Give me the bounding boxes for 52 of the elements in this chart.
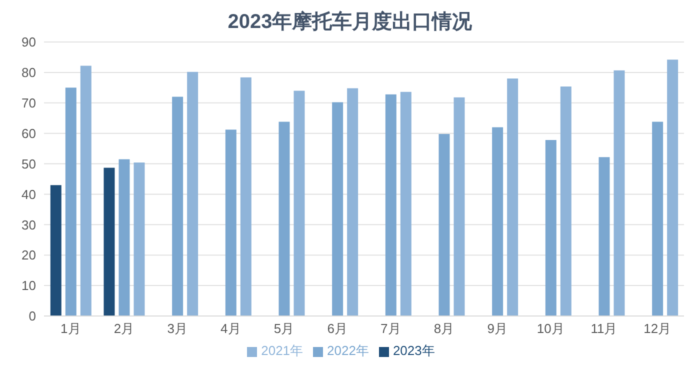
- bar: [347, 88, 358, 316]
- bar: [80, 66, 92, 316]
- bar: [545, 140, 556, 316]
- y-tick-label: 40: [22, 186, 36, 202]
- chart-title: 2023年摩托车月度出口情况: [226, 10, 474, 34]
- y-tick-label: 30: [22, 217, 36, 232]
- x-tick-label: 5月: [274, 321, 294, 336]
- x-tick-label: 9月: [487, 321, 508, 336]
- x-tick-label: 2月: [114, 321, 134, 336]
- x-tick-label: 8月: [434, 321, 454, 336]
- bar: [454, 97, 465, 316]
- bar: [438, 134, 450, 316]
- bar: [598, 157, 610, 316]
- bar: [118, 159, 130, 316]
- bar: [400, 92, 412, 316]
- bar: [240, 77, 252, 316]
- y-tick-label: 80: [22, 65, 36, 80]
- bar: [187, 72, 198, 316]
- x-tick-label: 12月: [644, 321, 672, 336]
- bar: [294, 90, 305, 316]
- legend-label: 2021年: [261, 343, 304, 358]
- y-tick-label: 60: [22, 126, 36, 141]
- x-tick-label: 6月: [327, 321, 348, 336]
- bar: [385, 94, 396, 316]
- bar: [104, 168, 115, 316]
- x-tick-label: 1月: [60, 321, 81, 336]
- legend-label: 2023年: [392, 343, 435, 358]
- bar: [614, 70, 625, 316]
- bar: [172, 96, 184, 316]
- bar: [50, 185, 62, 316]
- bar: [225, 130, 236, 316]
- x-tick-label: 7月: [380, 321, 401, 336]
- bar: [560, 86, 572, 316]
- x-tick-label: 11月: [590, 321, 618, 336]
- bar: [652, 122, 664, 316]
- y-tick-label: 50: [22, 156, 36, 172]
- y-tick-label: 70: [22, 96, 36, 111]
- x-tick-label: 4月: [220, 321, 241, 336]
- bar: [507, 78, 518, 316]
- y-tick-label: 90: [22, 34, 36, 50]
- y-tick-label: 20: [22, 248, 36, 263]
- bar: [667, 60, 678, 316]
- bar: [134, 162, 145, 316]
- x-tick-label: 3月: [167, 321, 188, 336]
- bar: [332, 102, 344, 316]
- y-tick-label: 0: [28, 308, 36, 324]
- x-tick-label: 10月: [536, 321, 564, 336]
- bar: [65, 88, 76, 316]
- y-tick-label: 10: [22, 278, 36, 294]
- bar: [278, 122, 290, 316]
- bar: [492, 127, 504, 316]
- legend-label: 2022年: [327, 343, 369, 358]
